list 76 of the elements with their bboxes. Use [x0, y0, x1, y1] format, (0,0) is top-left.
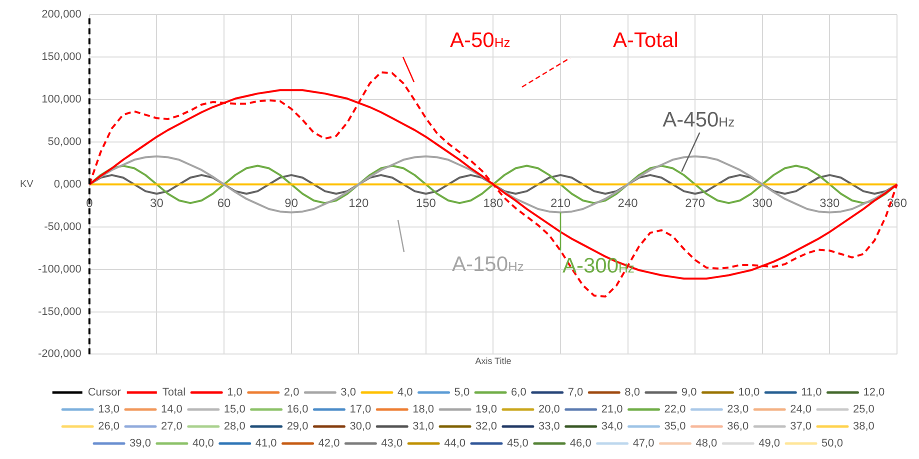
legend-label: 37,0 — [790, 420, 812, 433]
legend-label: 29,0 — [286, 420, 308, 433]
legend-label: 24,0 — [790, 404, 812, 416]
legend-label: 15,0 — [224, 404, 246, 416]
x-tick-label: 30 — [150, 196, 164, 210]
y-tick-label: 0,000 — [54, 178, 82, 190]
x-tick-label: 180 — [483, 196, 504, 210]
legend-label: 6,0 — [511, 386, 526, 399]
legend-label: 25,0 — [853, 404, 874, 416]
legend-label: Cursor — [88, 386, 122, 399]
y-tick-label: 100,000 — [42, 94, 82, 106]
legend-label: 40,0 — [192, 438, 214, 450]
x-tick-label: 270 — [685, 196, 706, 210]
x-tick-label: 150 — [416, 196, 436, 210]
legend-label: 48,0 — [696, 438, 718, 450]
legend-label: 11,0 — [801, 386, 822, 399]
legend-label: 31,0 — [412, 420, 434, 433]
y-tick-label: -150,000 — [38, 306, 82, 318]
legend-label: 1,0 — [227, 386, 242, 399]
legend-label: 33,0 — [538, 420, 560, 433]
legend-label: 43,0 — [381, 438, 403, 450]
legend-label: 34,0 — [601, 420, 623, 433]
x-tick-label: 300 — [752, 196, 773, 210]
legend-label: 9,0 — [681, 386, 697, 399]
legend-label: 5,0 — [454, 386, 470, 399]
x-tick-label: 60 — [217, 196, 232, 210]
legend-label: 7,0 — [568, 386, 584, 399]
y-axis-title: KV — [20, 179, 34, 190]
legend-label: 2,0 — [284, 386, 300, 399]
legend-label: 42,0 — [318, 438, 340, 450]
x-tick-label: 120 — [348, 196, 369, 210]
legend-label: 20,0 — [538, 404, 560, 416]
legend-label: 50,0 — [822, 438, 843, 450]
annotation: A-450Hz — [662, 108, 735, 132]
legend-label: 46,0 — [570, 438, 592, 450]
legend-label: 44,0 — [444, 438, 466, 450]
legend-label: 27,0 — [161, 420, 182, 433]
legend-label: 36,0 — [727, 420, 749, 433]
legend-label: 16,0 — [286, 404, 308, 416]
legend-label: 39,0 — [130, 438, 151, 450]
annotation: A-Total — [613, 29, 678, 53]
legend-label: 10,0 — [738, 386, 760, 399]
legend-label: 35,0 — [664, 420, 686, 433]
legend-label: 26,0 — [98, 420, 120, 433]
legend-label: 17,0 — [350, 404, 372, 416]
legend-label: 47,0 — [632, 438, 654, 450]
legend-label: 38,0 — [853, 420, 874, 433]
x-axis-title: Axis Title — [475, 356, 512, 366]
legend-label: 18,0 — [412, 404, 434, 416]
y-tick-label: 150,000 — [42, 51, 82, 64]
y-tick-label: -50,000 — [44, 220, 82, 233]
legend-label: 21,0 — [601, 404, 623, 416]
legend-label: 22,0 — [664, 404, 686, 416]
legend-label: 14,0 — [161, 404, 182, 416]
x-tick-label: 330 — [820, 196, 840, 210]
y-tick-label: 50,000 — [48, 136, 82, 148]
legend-label: 45,0 — [507, 438, 528, 450]
x-tick-label: 210 — [550, 196, 571, 210]
legend-label: 28,0 — [224, 420, 246, 433]
y-tick-label: -200,000 — [38, 348, 82, 360]
y-tick-label: 200,000 — [42, 8, 82, 21]
legend-label: 12,0 — [863, 386, 885, 399]
legend-label: 19,0 — [476, 404, 497, 416]
legend-label: 23,0 — [727, 404, 749, 416]
legend-label: 8,0 — [624, 386, 640, 399]
legend-label: 30,0 — [350, 420, 372, 433]
legend-label: 32,0 — [476, 420, 497, 433]
x-tick-label: 90 — [284, 196, 298, 210]
legend-label: 4,0 — [397, 386, 413, 399]
legend-label: Total — [162, 386, 186, 399]
x-tick-label: 240 — [618, 196, 638, 210]
legend-label: 49,0 — [758, 438, 780, 450]
legend-label: 13,0 — [98, 404, 120, 416]
y-tick-label: -100,000 — [38, 263, 82, 276]
legend-label: 41,0 — [255, 438, 277, 450]
legend-label: 3,0 — [340, 386, 356, 399]
